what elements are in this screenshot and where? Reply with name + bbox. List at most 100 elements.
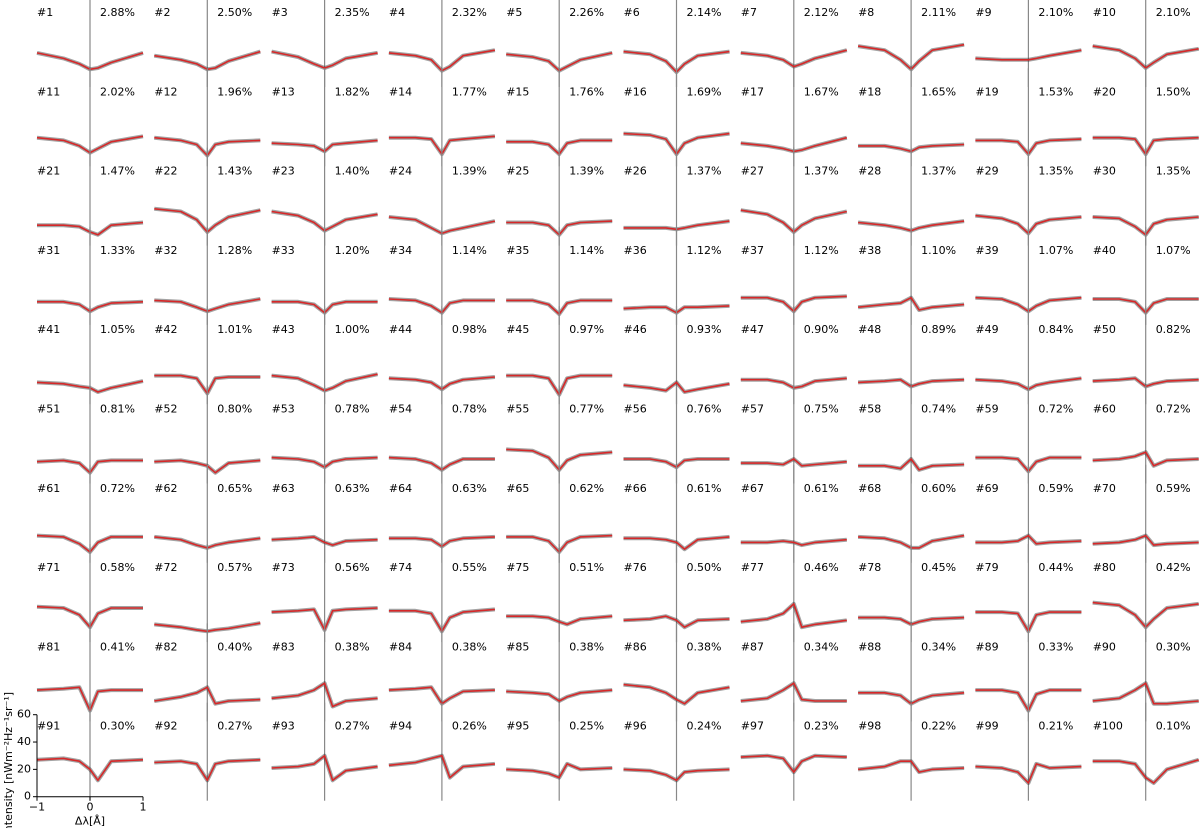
panel-title: #23 — [272, 165, 295, 178]
panel-annotation: 0.46% — [804, 561, 839, 574]
panel-title: #10 — [1093, 6, 1116, 19]
panel-title: #7 — [741, 6, 757, 19]
panel-annotation: 1.47% — [100, 165, 135, 178]
panel-annotation: 1.28% — [217, 244, 252, 257]
panel-annotation: 1.12% — [687, 244, 722, 257]
panel-annotation: 0.93% — [687, 323, 722, 336]
panel-annotation: 0.90% — [804, 323, 839, 336]
panel-title: #27 — [741, 165, 764, 178]
panel-title: #21 — [37, 165, 60, 178]
panel-title: #39 — [975, 244, 998, 257]
panel: #63 0.63% — [271, 464, 378, 563]
panel-annotation: 0.74% — [921, 403, 956, 416]
panel-annotation: 0.59% — [1038, 482, 1073, 495]
panel-annotation: 0.22% — [921, 720, 956, 733]
panel: #9 2.10% — [975, 0, 1082, 87]
panel-annotation: 0.55% — [452, 561, 487, 574]
x-tick-label: −1 — [29, 801, 45, 814]
panel-title: #29 — [975, 165, 998, 178]
panel-annotation: 1.20% — [335, 244, 370, 257]
panel-annotation: 1.39% — [569, 165, 604, 178]
panel: #87 0.34% — [740, 623, 847, 722]
x-axis-label: Δλ[Å] — [75, 815, 105, 828]
panel: #45 0.97% — [506, 306, 613, 405]
panel-title: #17 — [741, 85, 764, 98]
panel-title: #43 — [272, 323, 295, 336]
panel-title: #82 — [154, 640, 177, 653]
panel-title: #33 — [272, 244, 295, 257]
panel-title: #96 — [624, 720, 647, 733]
mean-profile — [623, 381, 730, 393]
panel: #67 0.61% — [741, 464, 847, 563]
mean-profile — [1092, 534, 1199, 546]
panel-annotation: 0.26% — [452, 720, 487, 733]
x-tick-label: 0 — [87, 801, 94, 814]
panel-annotation: 0.58% — [100, 561, 135, 574]
mean-profile — [506, 689, 613, 702]
panel-title: #18 — [858, 85, 881, 98]
x-tick-label: 1 — [140, 801, 147, 814]
panel-annotation: 0.89% — [921, 323, 956, 336]
panel-title: #89 — [975, 640, 998, 653]
panel-annotation: 0.75% — [804, 403, 839, 416]
panel-annotation: 1.96% — [217, 85, 252, 98]
panel-title: #98 — [858, 720, 881, 733]
panel-title: #16 — [624, 85, 647, 98]
panel-title: #64 — [389, 482, 412, 495]
panel-annotation: 0.40% — [217, 640, 252, 653]
panel-title: #71 — [37, 561, 60, 574]
panel-title: #52 — [154, 403, 177, 416]
panel-title: #66 — [624, 482, 647, 495]
panel-title: #62 — [154, 482, 177, 495]
panel-annotation: 0.80% — [217, 403, 252, 416]
panel-annotation: 2.32% — [452, 6, 487, 19]
panel: #60 0.72% — [1092, 385, 1199, 484]
panel-annotation: 1.05% — [100, 323, 135, 336]
panel-title: #20 — [1093, 85, 1116, 98]
panel-annotation: 1.33% — [100, 244, 135, 257]
panel-annotation: 2.88% — [100, 6, 135, 19]
y-tick-label: 0 — [24, 790, 31, 803]
panel-annotation: 1.65% — [921, 85, 956, 98]
panel-title: #78 — [858, 561, 881, 574]
panel-annotation: 0.72% — [100, 482, 135, 495]
panel-annotation: 0.33% — [1038, 640, 1073, 653]
panel-title: #6 — [624, 6, 640, 19]
panel-title: #77 — [741, 561, 764, 574]
panel-title: #11 — [37, 85, 60, 98]
panel-title: #3 — [272, 6, 288, 19]
panel-title: #83 — [272, 640, 295, 653]
panel-annotation: 1.40% — [335, 165, 370, 178]
panel-annotation: 0.72% — [1156, 403, 1191, 416]
panel-title: #81 — [37, 640, 60, 653]
y-tick-label: 60 — [17, 708, 31, 721]
panel-annotation: 0.65% — [217, 482, 252, 495]
panel-annotation: 1.43% — [217, 165, 252, 178]
panel-annotation: 0.78% — [452, 403, 487, 416]
panel-title: #2 — [154, 6, 170, 19]
panel-annotation: 0.77% — [569, 403, 604, 416]
panel-title: #34 — [389, 244, 412, 257]
mean-profile — [740, 754, 847, 773]
panel-title: #13 — [272, 85, 295, 98]
panel-annotation: 0.50% — [687, 561, 722, 574]
panel-title: #26 — [624, 165, 647, 178]
panel-annotation: 1.01% — [217, 323, 252, 336]
panel-annotation: 1.77% — [452, 85, 487, 98]
panel-title: #1 — [37, 6, 53, 19]
panel-title: #57 — [741, 403, 764, 416]
panel: #70 0.59% — [1092, 464, 1199, 563]
panel-title: #19 — [975, 85, 998, 98]
panel-title: #51 — [37, 403, 60, 416]
mean-profile — [623, 768, 730, 782]
panel-annotation: 0.30% — [1156, 640, 1191, 653]
panel: #98 0.22% — [857, 702, 965, 801]
panel-title: #92 — [154, 720, 177, 733]
panel-annotation: 2.02% — [100, 85, 135, 98]
panel-title: #63 — [272, 482, 295, 495]
panel-annotation: 0.23% — [804, 720, 839, 733]
panel-annotation: 0.51% — [569, 561, 604, 574]
panel: #94 0.26% — [388, 702, 496, 801]
mean-profile — [975, 534, 1082, 545]
